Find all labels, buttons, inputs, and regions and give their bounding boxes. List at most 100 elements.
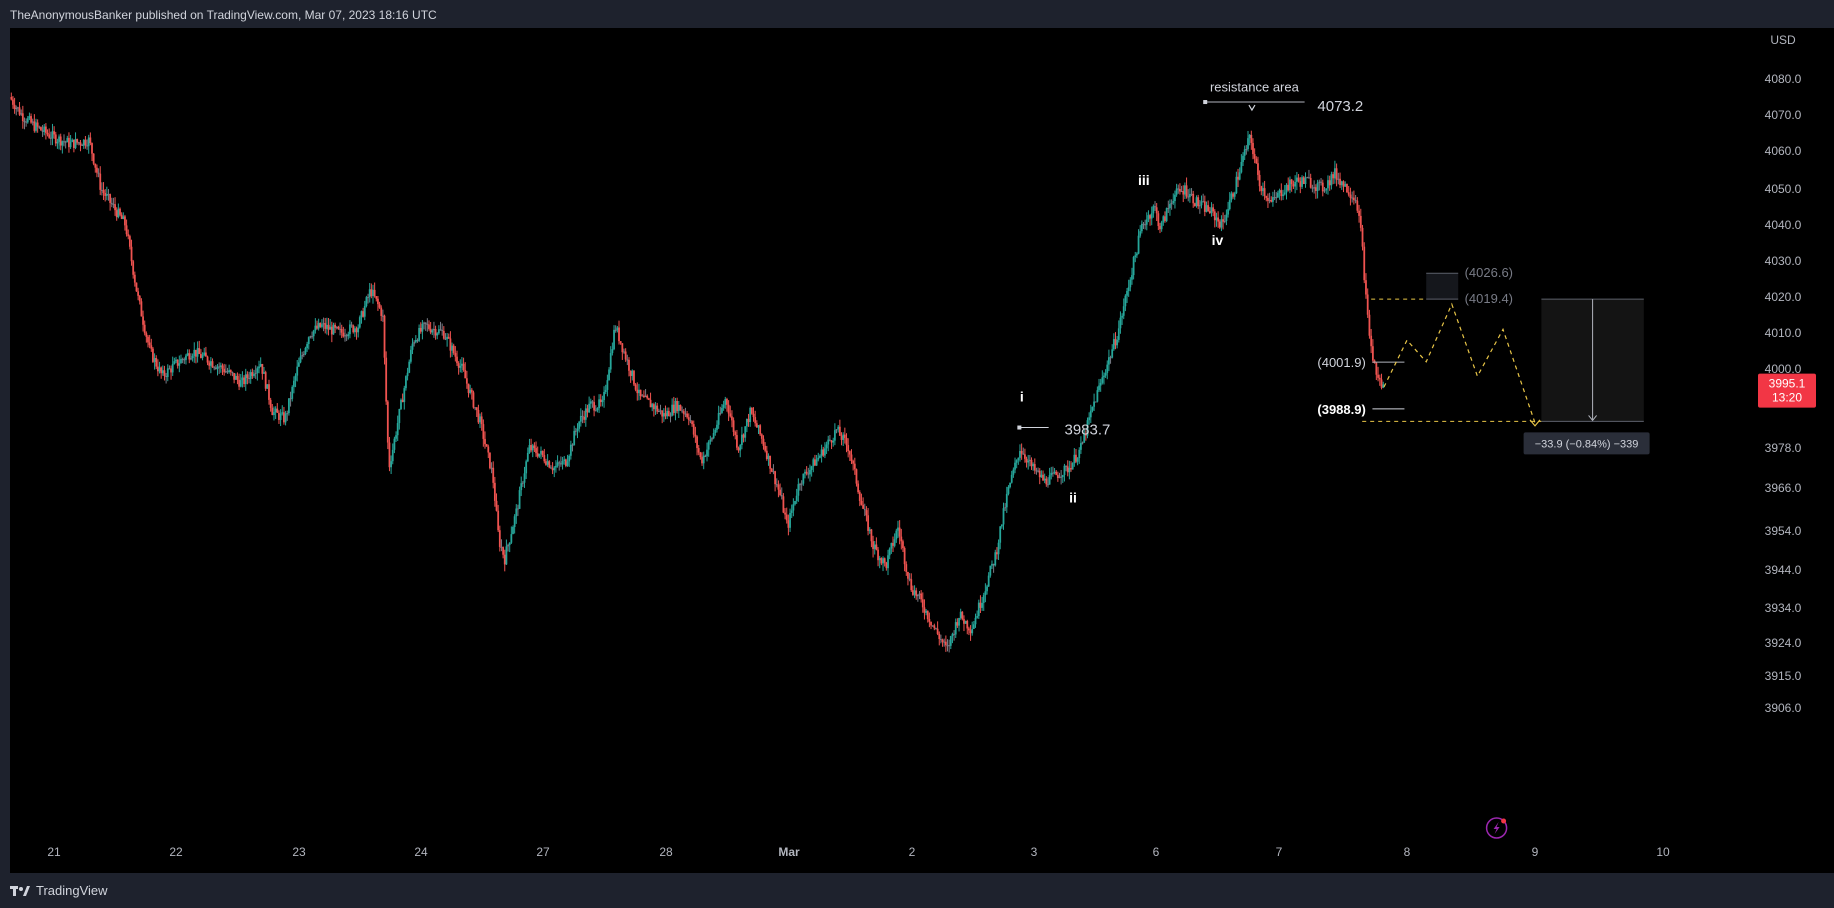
- candle-body: [1240, 161, 1243, 173]
- candle-body: [652, 404, 655, 410]
- candle-body: [1103, 375, 1105, 378]
- candle-body: [449, 338, 452, 351]
- candle-body: [1283, 192, 1286, 195]
- candle-body: [583, 416, 586, 420]
- candle-body: [109, 194, 112, 203]
- candle-body: [1009, 482, 1011, 488]
- x-tick-label: 24: [414, 845, 428, 859]
- candle-body: [251, 372, 254, 376]
- price-chart[interactable]: USD 4080.0 4070.0 4060.0 4050.0 4040.0 4030.0 4…: [10, 28, 1834, 873]
- candle-body: [1192, 193, 1195, 204]
- candle-body: [1126, 291, 1128, 296]
- candle-body: [278, 412, 280, 420]
- candle-body: [385, 357, 388, 402]
- candle-body: [1292, 184, 1295, 187]
- candle-body: [178, 363, 181, 366]
- candle-body: [634, 384, 637, 390]
- candle-body: [353, 328, 356, 333]
- candle-body: [789, 512, 791, 528]
- candle-body: [1096, 390, 1099, 402]
- candle-body: [1078, 449, 1081, 458]
- candle-body: [782, 496, 785, 513]
- last-price-value: 3995.1: [1769, 377, 1806, 391]
- candle-body: [1121, 315, 1123, 318]
- candle-body: [223, 368, 226, 373]
- candle-body: [875, 544, 878, 550]
- candle-body: [1099, 382, 1102, 386]
- candle-body: [714, 429, 717, 434]
- candle-body: [719, 412, 722, 414]
- x-tick-label: 27: [536, 845, 550, 859]
- candle-body: [135, 282, 138, 292]
- candle-body: [750, 407, 753, 414]
- candle-body: [1170, 202, 1173, 205]
- candle-body: [58, 136, 60, 142]
- candle-body: [43, 126, 46, 132]
- candle-body: [40, 127, 42, 131]
- candle-body: [991, 563, 993, 566]
- candle-body: [1165, 208, 1168, 221]
- candle-body: [726, 399, 728, 405]
- candle-body: [644, 395, 647, 398]
- candle-body: [697, 448, 700, 453]
- candle-body: [477, 410, 480, 423]
- candle-body: [175, 359, 177, 362]
- candle-body: [749, 407, 752, 423]
- tradingview-logo[interactable]: TradingView: [10, 883, 108, 898]
- candle-body: [390, 461, 393, 468]
- candle-body: [1255, 158, 1258, 164]
- candle-body: [363, 305, 366, 317]
- wave-i-handle[interactable]: [1017, 425, 1022, 430]
- candle-body: [1129, 279, 1132, 288]
- candle-body: [1038, 470, 1041, 478]
- candle-body: [1193, 203, 1196, 207]
- candle-body: [1073, 454, 1076, 464]
- candle-body: [1257, 163, 1259, 175]
- candle-body: [1235, 176, 1238, 194]
- candle-body: [145, 333, 148, 337]
- candle-body: [540, 450, 542, 454]
- candle-body: [398, 408, 401, 424]
- x-tick-label: 22: [169, 845, 183, 859]
- candle-body: [1276, 192, 1279, 198]
- candle-body: [1247, 138, 1249, 150]
- candle-body: [1253, 154, 1256, 159]
- candle-body: [76, 139, 79, 143]
- candle-body: [797, 484, 800, 496]
- candle-body: [411, 343, 414, 350]
- candle-body: [428, 324, 430, 329]
- candle-body: [53, 131, 56, 135]
- candle-body: [941, 639, 944, 643]
- candle-body: [1091, 406, 1094, 411]
- candle-body: [418, 327, 421, 341]
- candle-body: [885, 562, 888, 569]
- candle-body: [140, 301, 143, 317]
- candle-body: [1160, 222, 1163, 230]
- candle-body: [355, 328, 358, 333]
- candle-body: [755, 423, 758, 428]
- candle-body: [1287, 184, 1290, 191]
- publish-header: TheAnonymousBanker published on TradingV…: [0, 0, 1834, 28]
- candle-body: [515, 508, 518, 517]
- candle-body: [317, 322, 320, 329]
- chart-area[interactable]: USD 4080.0 4070.0 4060.0 4050.0 4040.0 4030.0 4…: [10, 28, 1834, 873]
- lightning-icon[interactable]: [1485, 817, 1508, 839]
- candle-body: [759, 425, 762, 435]
- candle-body: [156, 366, 159, 372]
- candle-body: [1027, 460, 1030, 463]
- candle-body: [732, 420, 735, 432]
- candle-body: [1337, 178, 1340, 180]
- candle-body: [1177, 188, 1180, 190]
- resistance-handle[interactable]: [1203, 100, 1208, 105]
- annotation-wave: i: [1020, 388, 1024, 404]
- candle-body: [127, 234, 130, 237]
- candle-body: [847, 445, 850, 452]
- candle-body: [289, 398, 292, 400]
- y-tick-label: 3954.0: [1765, 524, 1802, 538]
- candle-body: [31, 121, 34, 123]
- candle-body: [1187, 196, 1190, 198]
- candle-body: [327, 324, 330, 330]
- candle-body: [1020, 450, 1023, 454]
- candle-body: [1297, 177, 1300, 182]
- candle-body: [594, 410, 597, 412]
